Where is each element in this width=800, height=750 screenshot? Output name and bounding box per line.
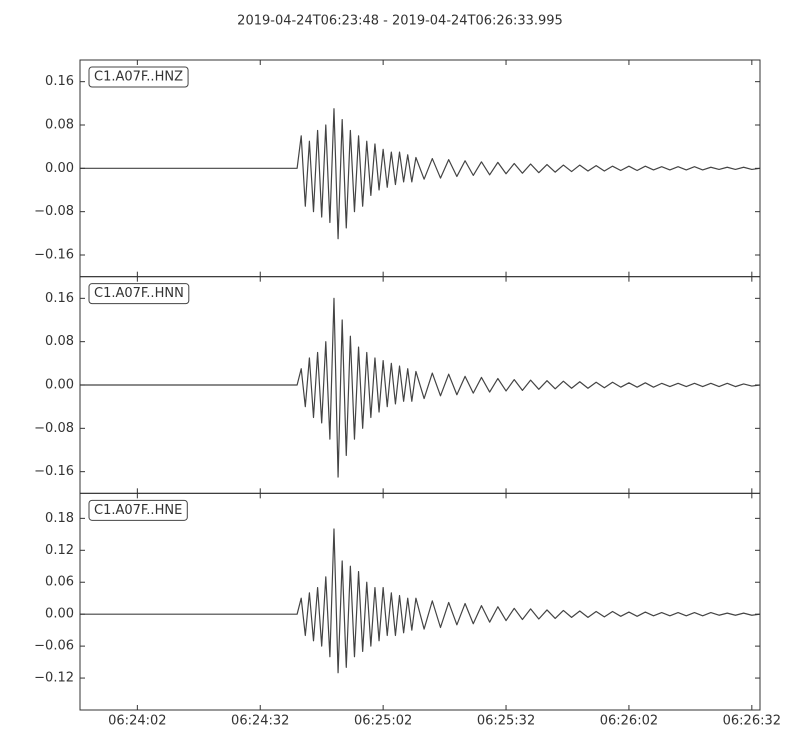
y-tick-label: −0.08 [34, 421, 74, 436]
y-tick-label: 0.18 [45, 511, 74, 526]
y-tick-label: 0.16 [45, 291, 74, 306]
x-tick-label: 06:24:02 [108, 714, 166, 729]
y-tick-label: −0.06 [34, 639, 74, 654]
y-tick-label: −0.16 [34, 248, 74, 263]
chart-title: 2019-04-24T06:23:48 - 2019-04-24T06:26:3… [237, 14, 563, 29]
x-tick-label: 06:25:02 [354, 714, 412, 729]
trace-label: C1.A07F..HNN [94, 286, 184, 301]
trace-label-box [88, 66, 189, 88]
x-tick-label: 06:25:32 [477, 714, 535, 729]
x-tick-label: 06:24:32 [231, 714, 289, 729]
y-tick-label: 0.00 [45, 161, 74, 176]
y-tick-label: 0.16 [45, 74, 74, 89]
trace-label-box [88, 499, 188, 521]
y-tick-label: 0.06 [45, 575, 74, 590]
waveform [80, 108, 761, 240]
trace-label-box [88, 283, 190, 305]
y-tick-label: 0.08 [45, 118, 74, 133]
y-tick-label: 0.12 [45, 543, 74, 558]
y-tick-label: −0.12 [34, 671, 74, 686]
x-tick-label: 06:26:02 [600, 714, 658, 729]
x-tick-label: 06:26:32 [723, 714, 781, 729]
y-tick-label: −0.16 [34, 464, 74, 479]
trace-label: C1.A07F..HNE [94, 503, 182, 518]
y-tick-label: 0.08 [45, 334, 74, 349]
y-tick-label: 0.00 [45, 607, 74, 622]
waveform [80, 528, 761, 674]
trace-label: C1.A07F..HNZ [94, 70, 183, 85]
panel-frame [79, 492, 761, 711]
waveform [80, 297, 761, 478]
y-tick-label: −0.08 [34, 204, 74, 219]
y-tick-label: 0.00 [45, 378, 74, 393]
